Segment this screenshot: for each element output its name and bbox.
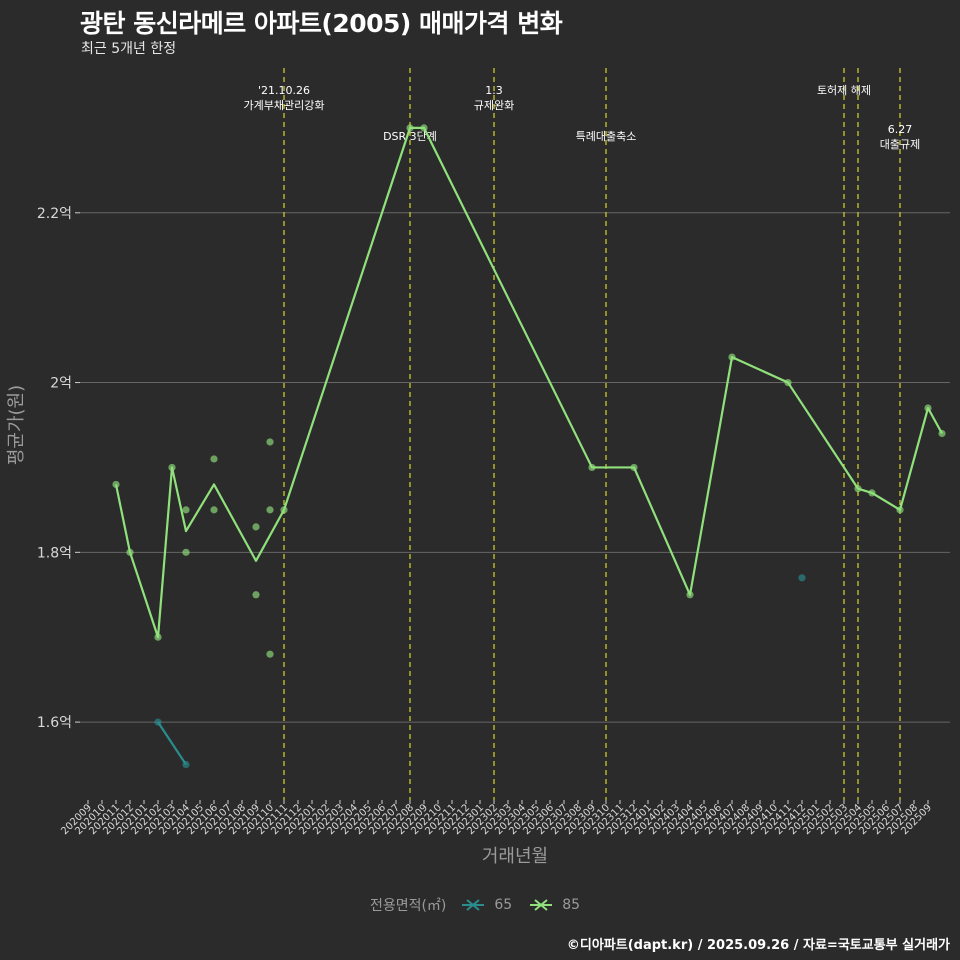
data-point-65 xyxy=(182,760,190,769)
chart-title: 광탄 동신라메르 아파트(2005) 매매가격 변화 xyxy=(80,9,563,38)
legend-item-85: 85 xyxy=(528,897,590,913)
event-label: 1.3 xyxy=(485,84,503,97)
data-point-65 xyxy=(798,574,806,582)
data-point-85 xyxy=(896,506,904,514)
y-axis-title: 평균가(원) xyxy=(6,385,27,465)
y-tick-label: 1.8억 xyxy=(37,545,72,561)
event-label: '21.10.26 xyxy=(258,84,310,97)
event-label: 대출규제 xyxy=(880,138,920,151)
data-point-85 xyxy=(280,506,288,514)
data-point-85 xyxy=(252,523,260,531)
source-caption: ©디아파트(dapt.kr) / 2025.09.26 / 자료=국토교통부 실… xyxy=(566,938,950,953)
legend-item-65: 65 xyxy=(460,897,522,913)
data-point-85 xyxy=(630,463,638,472)
legend-key-85 xyxy=(530,899,553,911)
event-label: 특례대출축소 xyxy=(576,130,637,143)
legend-label-85: 85 xyxy=(562,897,581,913)
data-point-85 xyxy=(784,378,792,387)
data-point-85 xyxy=(112,480,120,489)
data-point-85 xyxy=(210,455,218,463)
data-point-85 xyxy=(938,429,946,438)
data-point-85 xyxy=(406,124,414,132)
y-tick-label: 2.2억 xyxy=(37,206,72,222)
data-point-85 xyxy=(266,438,274,446)
legend-title: 전용면적(㎡) xyxy=(369,898,447,914)
event-label: 6.27 xyxy=(888,123,913,136)
data-point-85 xyxy=(252,591,260,599)
data-point-85 xyxy=(854,485,862,493)
data-point-85 xyxy=(588,463,596,472)
data-point-85 xyxy=(168,463,176,472)
chart-subtitle: 최근 5개년 한정 xyxy=(81,41,177,57)
data-point-85 xyxy=(210,506,218,514)
y-tick-label: 2억 xyxy=(50,376,72,392)
data-point-85 xyxy=(266,650,274,658)
data-point-85 xyxy=(126,548,134,556)
data-point-85 xyxy=(154,633,162,641)
data-point-85 xyxy=(182,548,190,556)
data-point-85 xyxy=(924,404,932,412)
event-label: 토허제 해제 xyxy=(817,83,871,97)
data-point-85 xyxy=(868,489,876,497)
legend-key-65 xyxy=(462,899,485,911)
event-label: 규제완화 xyxy=(474,99,514,112)
data-point-65 xyxy=(154,718,162,726)
legend: 전용면적(㎡) 65 85 xyxy=(0,895,960,915)
event-label: 가계부채관리강화 xyxy=(244,99,325,112)
data-point-85 xyxy=(266,506,274,514)
y-tick-label: 1.6억 xyxy=(37,715,72,731)
series-line-65 xyxy=(157,721,187,766)
legend-label-65: 65 xyxy=(494,897,513,913)
x-axis-title: 거래년월 xyxy=(482,846,548,867)
data-point-85 xyxy=(728,353,736,361)
event-label: DSR 3단계 xyxy=(383,130,437,143)
data-point-85 xyxy=(686,591,694,599)
data-point-85 xyxy=(420,124,428,132)
data-point-85 xyxy=(182,506,190,514)
